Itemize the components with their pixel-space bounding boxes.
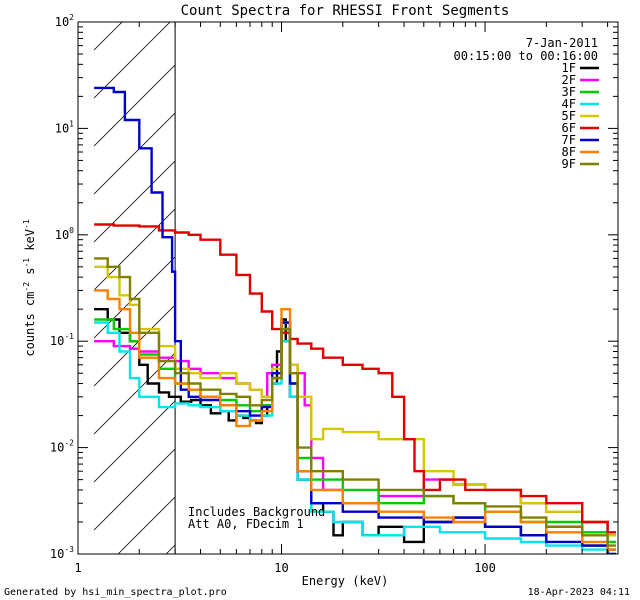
hatch-line bbox=[94, 22, 123, 51]
axes: 1 10 100 10-3 10-2 10-1 100 101 102 bbox=[50, 13, 618, 575]
excluded-energy-hatch bbox=[0, 22, 640, 554]
generation-timestamp: 18-Apr-2023 04:11 bbox=[528, 587, 630, 598]
y-tick-label: 10-3 bbox=[50, 545, 74, 561]
x-tick-label: 10 bbox=[274, 561, 288, 575]
chart-title: Count Spectra for RHESSI Front Segments bbox=[181, 3, 510, 19]
hatch-line bbox=[310, 22, 640, 554]
series-7F-line bbox=[94, 86, 616, 554]
plot-frame bbox=[77, 21, 619, 555]
hatch-line bbox=[94, 448, 176, 531]
x-axis-label: Energy (keV) bbox=[302, 574, 389, 588]
generator-credit: Generated by hsi_min_spectra_plot.pro bbox=[4, 587, 227, 598]
hatch-line bbox=[0, 22, 74, 554]
hatch-line bbox=[262, 22, 640, 554]
hatch-line bbox=[94, 160, 176, 243]
hatch-line bbox=[214, 22, 640, 554]
y-tick-label: 102 bbox=[55, 13, 74, 29]
legend-label-5F: 5F bbox=[562, 109, 576, 123]
hatch-line bbox=[94, 64, 176, 147]
series-4F-line bbox=[94, 321, 616, 554]
observation-date: 7-Jan-2011 bbox=[526, 36, 598, 50]
legend-label-1F: 1F bbox=[562, 61, 576, 75]
hatch-line bbox=[94, 112, 176, 195]
hatch-line bbox=[454, 22, 640, 554]
hatch-line bbox=[358, 22, 640, 554]
legend-label-6F: 6F bbox=[562, 121, 576, 135]
y-tick-label: 101 bbox=[55, 119, 74, 135]
x-tick-label: 1 bbox=[74, 561, 81, 575]
series-6F-line bbox=[94, 223, 616, 534]
legend-label-8F: 8F bbox=[562, 145, 576, 159]
annotation-background: Includes Background bbox=[188, 505, 325, 519]
legend-label-3F: 3F bbox=[562, 85, 576, 99]
hatch-line bbox=[94, 352, 176, 435]
hatch-line bbox=[598, 22, 640, 554]
legend-label-9F: 9F bbox=[562, 157, 576, 171]
y-tick-label: 100 bbox=[55, 226, 74, 242]
annotation-attenuator: Att A0, FDecim 1 bbox=[188, 517, 304, 531]
hatch-line bbox=[94, 256, 176, 339]
legend-label-2F: 2F bbox=[562, 73, 576, 87]
x-tick-label: 100 bbox=[474, 561, 496, 575]
y-tick-label: 10-2 bbox=[50, 439, 74, 455]
series-layer bbox=[94, 86, 616, 554]
series-9F-line bbox=[94, 257, 616, 547]
hatch-line bbox=[406, 22, 640, 554]
time-range: 00:15:00 to 00:16:00 bbox=[454, 49, 599, 63]
y-tick-label: 10-1 bbox=[50, 332, 74, 348]
legend-label-4F: 4F bbox=[562, 97, 576, 111]
hatch-line bbox=[94, 400, 176, 483]
hatch-line bbox=[94, 304, 176, 387]
hatch-line bbox=[94, 208, 176, 291]
series-3F-line bbox=[94, 318, 616, 544]
y-axis-label: counts cm-2 s-1 keV-1 bbox=[22, 219, 37, 356]
legend-label-7F: 7F bbox=[562, 133, 576, 147]
